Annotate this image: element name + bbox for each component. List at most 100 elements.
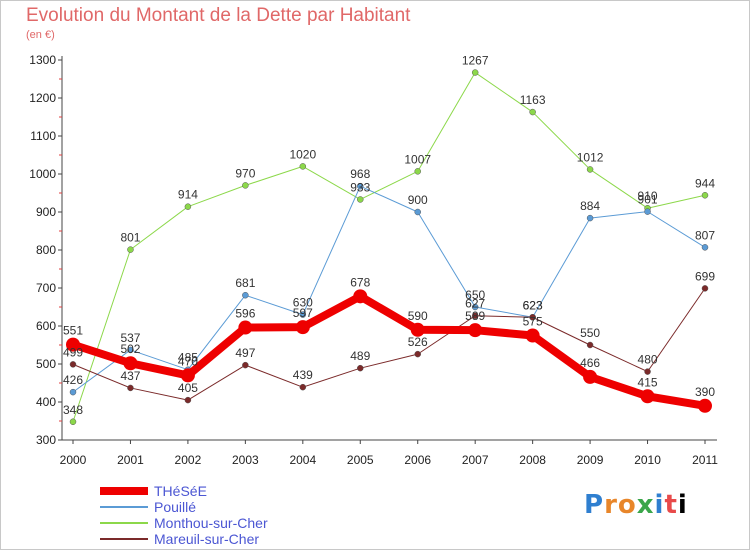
- data-point: [242, 182, 249, 189]
- data-point: [123, 356, 138, 371]
- data-point: [586, 166, 594, 173]
- data-point: [640, 389, 655, 404]
- data-label: 970: [235, 166, 255, 180]
- legend-label: Pouillé: [154, 499, 197, 515]
- data-label: 1012: [577, 150, 604, 164]
- data-label: 678: [350, 275, 370, 289]
- data-label: 596: [235, 307, 255, 321]
- data-point: [180, 368, 195, 383]
- chart-title: Evolution du Montant de la Dette par Hab…: [26, 5, 411, 26]
- data-point: [586, 214, 594, 222]
- data-label: 575: [523, 315, 543, 329]
- data-label: 900: [408, 193, 428, 207]
- data-label: 480: [638, 353, 658, 367]
- data-point: [414, 350, 421, 358]
- data-point: [357, 364, 364, 372]
- data-point: [69, 388, 77, 396]
- y-tick-label: 1100: [30, 129, 56, 143]
- data-label: 1020: [289, 147, 316, 161]
- y-tick-label: 1300: [29, 53, 56, 67]
- legend-swatch: [100, 522, 148, 524]
- data-label: 502: [120, 342, 140, 356]
- data-point: [586, 341, 594, 349]
- data-point: [295, 320, 310, 335]
- data-point: [468, 323, 483, 338]
- data-point: [410, 322, 425, 337]
- data-label: 589: [465, 309, 485, 323]
- data-label: 437: [120, 369, 140, 383]
- data-label: 470: [178, 354, 198, 368]
- data-label: 485: [178, 351, 198, 365]
- data-point: [414, 168, 421, 175]
- data-label: 526: [408, 335, 428, 349]
- data-point: [644, 368, 651, 375]
- data-point: [529, 108, 536, 116]
- data-point: [529, 314, 536, 321]
- legend-swatch: [100, 487, 148, 495]
- data-labels: 348 801 914 970 1020 933 1007 1267 1163 1012 910 94…: [63, 54, 715, 417]
- data-label: 551: [63, 324, 83, 338]
- data-label: 1267: [462, 54, 489, 68]
- x-tick-label: 2007: [462, 453, 489, 467]
- data-point: [299, 163, 307, 170]
- data-point: [238, 320, 253, 335]
- legend-swatch: [100, 538, 148, 540]
- data-label: 390: [695, 385, 715, 399]
- y-tick-label: 800: [36, 243, 56, 257]
- data-label: 550: [580, 326, 600, 340]
- data-point: [471, 303, 479, 311]
- series-lines: [66, 69, 712, 426]
- x-tick-label: 2006: [404, 453, 431, 467]
- legend-label: Mareuil-sur-Cher: [154, 531, 260, 547]
- legend-label: THéSéE: [154, 483, 207, 499]
- data-label: 1163: [520, 93, 546, 107]
- data-point: [414, 208, 421, 216]
- data-label: 650: [465, 288, 485, 302]
- x-tick-label: 2011: [692, 453, 718, 467]
- x-tick-label: 2001: [117, 453, 144, 467]
- data-point: [701, 192, 709, 199]
- data-label: 627: [465, 297, 485, 311]
- x-tick-label: 2003: [232, 453, 259, 467]
- y-tick-label: 500: [36, 357, 56, 371]
- data-point: [701, 244, 709, 251]
- data-label: 807: [695, 228, 715, 242]
- data-point: [471, 312, 479, 319]
- data-point: [127, 246, 134, 253]
- data-label: 537: [120, 331, 140, 345]
- x-tick-label: 2008: [519, 453, 546, 467]
- data-label: 348: [63, 403, 83, 417]
- x-tick-label: 2004: [289, 453, 316, 467]
- x-tick-label: 2010: [634, 453, 661, 467]
- x-tick-label: 2000: [60, 453, 87, 467]
- data-label: 499: [63, 345, 83, 359]
- data-point: [69, 361, 77, 368]
- data-label: 630: [293, 296, 313, 310]
- data-label: 681: [235, 276, 255, 290]
- data-label: 623: [523, 298, 543, 312]
- data-label: 1007: [404, 152, 431, 166]
- data-point: [242, 361, 249, 369]
- x-tick-label: 2009: [577, 453, 604, 467]
- data-point: [299, 311, 307, 318]
- data-label: 933: [350, 180, 370, 194]
- data-point: [242, 291, 249, 299]
- data-point: [127, 384, 134, 392]
- data-point: [701, 285, 709, 292]
- data-point: [353, 289, 368, 304]
- data-label: 968: [350, 167, 370, 181]
- series-line: [72, 287, 706, 401]
- data-label: 439: [293, 368, 313, 382]
- data-label: 914: [178, 188, 198, 202]
- data-point: [357, 196, 364, 203]
- data-label: 590: [408, 309, 428, 323]
- data-label: 910: [638, 189, 658, 203]
- data-point: [299, 383, 307, 391]
- y-tick-label: 400: [36, 395, 56, 409]
- data-point: [69, 418, 77, 426]
- data-label: 699: [695, 269, 715, 283]
- x-tick-label: 2005: [347, 453, 374, 467]
- series-line: [69, 292, 709, 410]
